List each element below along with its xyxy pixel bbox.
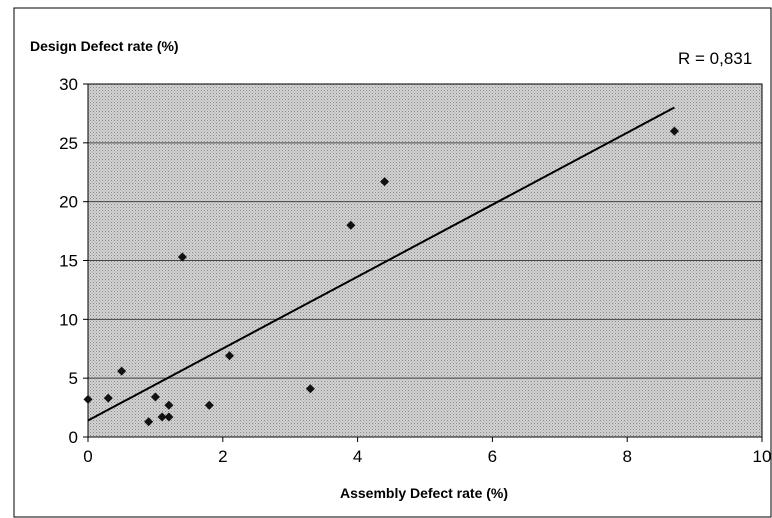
data-point xyxy=(150,392,160,402)
data-point xyxy=(103,393,113,403)
y-tick-label: 30 xyxy=(59,75,78,94)
data-point xyxy=(117,366,127,376)
trendline xyxy=(87,106,675,422)
data-point xyxy=(204,400,214,410)
y-tick-label: 5 xyxy=(69,369,78,388)
data-point xyxy=(177,252,187,262)
data-point xyxy=(225,351,235,361)
data-point xyxy=(346,220,356,230)
x-tick-label: 10 xyxy=(753,447,772,466)
x-tick-label: 6 xyxy=(488,447,497,466)
axes: 0 5 10 15 20 25 30 0 2 4 6 8 10 xyxy=(59,75,771,466)
y-tick-label: 25 xyxy=(59,134,78,153)
x-tick-label: 8 xyxy=(622,447,631,466)
data-point xyxy=(669,126,679,136)
data-point xyxy=(380,177,390,187)
x-axis-title: Assembly Defect rate (%) xyxy=(340,485,508,501)
y-axis-title: Design Defect rate (%) xyxy=(30,38,179,54)
data-point xyxy=(164,400,174,410)
y-tick-label: 15 xyxy=(59,252,78,271)
x-tick-label: 2 xyxy=(218,447,227,466)
r-value-annotation: R = 0,831 xyxy=(678,49,752,68)
y-tick-label: 0 xyxy=(69,428,78,447)
x-tick-label: 4 xyxy=(353,447,362,466)
y-tick-label: 20 xyxy=(59,193,78,212)
data-point xyxy=(157,412,167,422)
data-point xyxy=(83,394,93,404)
trendline-group xyxy=(87,106,675,422)
data-point xyxy=(144,417,154,427)
y-tick-label: 10 xyxy=(59,310,78,329)
data-point xyxy=(305,384,315,394)
data-points xyxy=(83,126,679,427)
data-point xyxy=(164,412,174,422)
x-tick-label: 0 xyxy=(83,447,92,466)
